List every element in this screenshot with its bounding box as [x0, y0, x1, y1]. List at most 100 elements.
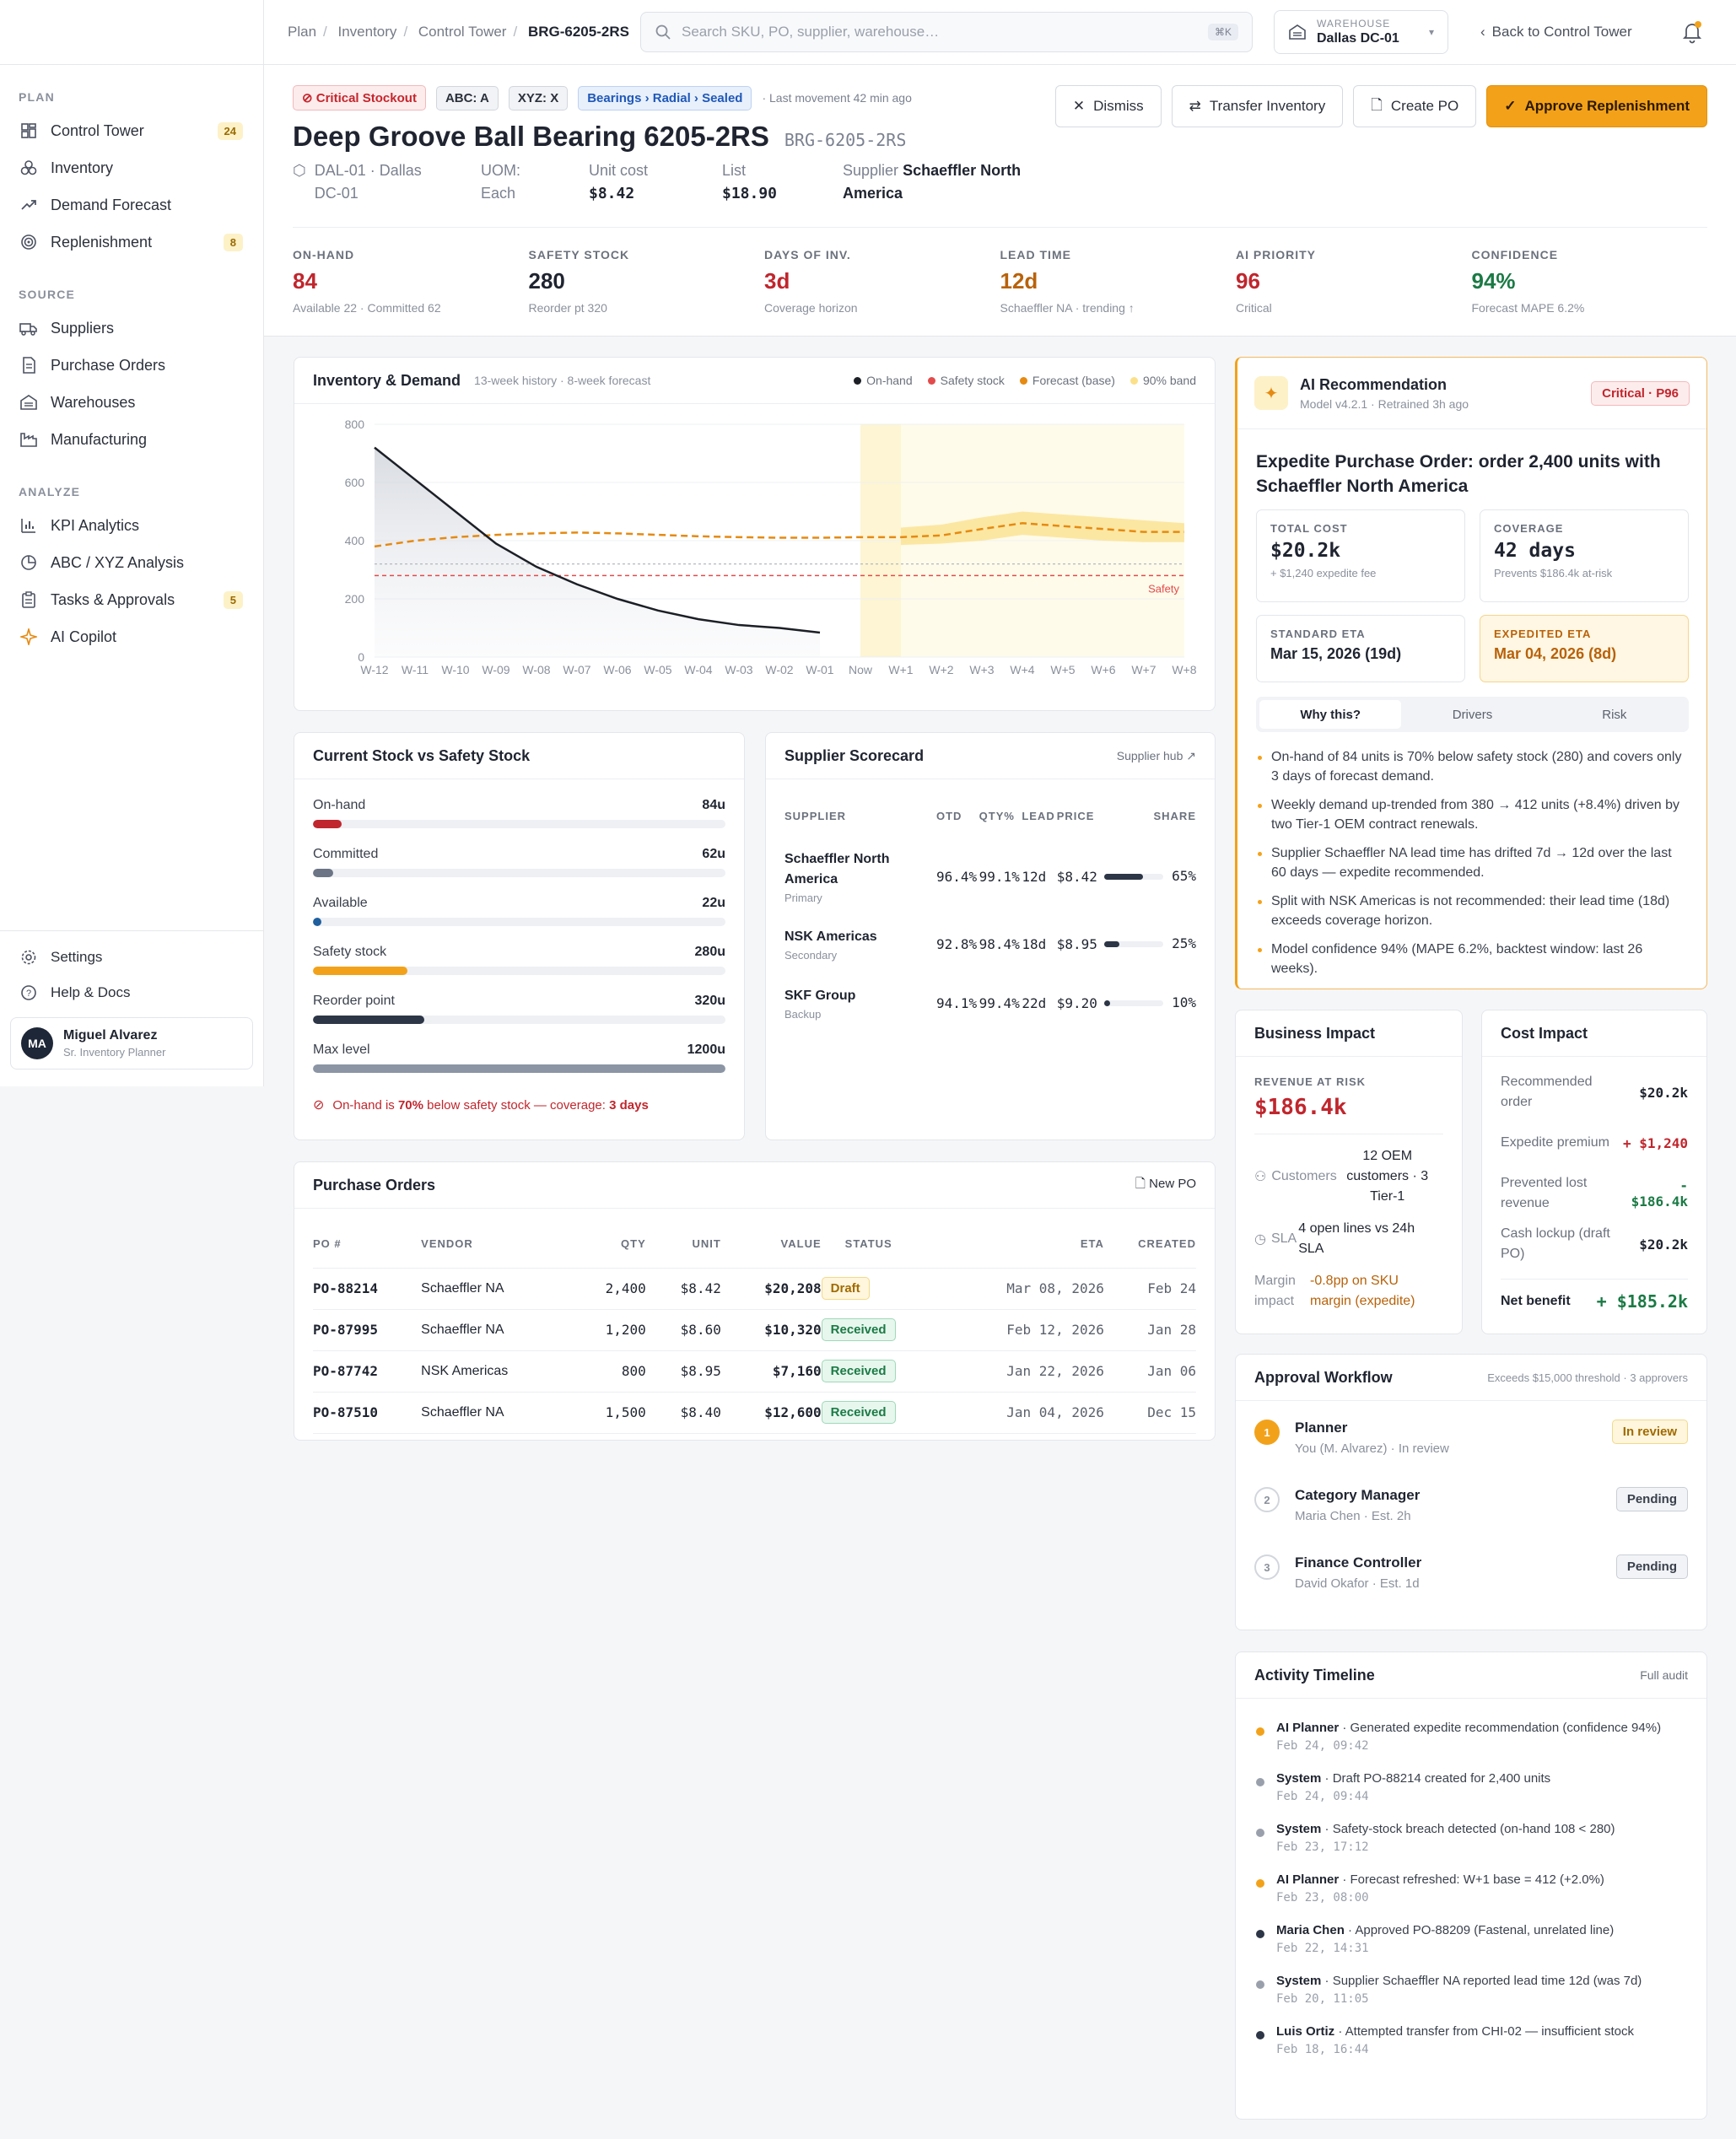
timeline-dot — [1256, 1980, 1264, 1989]
dismiss-button[interactable]: ✕ Dismiss — [1054, 85, 1162, 127]
model-info: Model v4.2.1 · Retrained 3h ago — [1300, 396, 1469, 411]
share-bar — [1104, 1000, 1164, 1007]
warehouse-value: Dallas DC-01 — [1317, 31, 1399, 46]
trend-icon — [19, 195, 39, 215]
sparkle-icon: ✦ — [1254, 376, 1288, 410]
supplier-hub-link[interactable]: Supplier hub ↗ — [1116, 748, 1196, 762]
breadcrumb-inventory[interactable]: Inventory — [337, 24, 397, 40]
sidebar-item-label: ABC / XYZ Analysis — [51, 553, 185, 571]
alert-icon: ⊘ — [302, 91, 316, 105]
sidebar-item-inventory[interactable]: Inventory — [0, 149, 263, 186]
x-tick-label: W+4 — [1010, 663, 1034, 676]
timeline-dot — [1256, 1930, 1264, 1938]
timeline-item: System · Supplier Schaeffler NA reported… — [1236, 1972, 1706, 2006]
sidebar-item-ai-copilot[interactable]: AI Copilot — [0, 618, 263, 655]
sidebar-item-label: Warehouses — [51, 393, 136, 411]
back-to-control-tower-link[interactable]: ‹ Back to Control Tower — [1480, 24, 1632, 40]
item-header: ⊘ Critical Stockout ABC: A XYZ: X Bearin… — [264, 65, 1736, 337]
table-row[interactable]: PO-88214 Schaeffler NA 2,400 $8.42 $20,208 Dr… — [313, 1268, 1196, 1309]
x-tick-label: W+8 — [1172, 663, 1196, 676]
kpi-confidence: CONFIDENCE 94% Forecast MAPE 6.2% — [1471, 248, 1585, 315]
sidebar-section-analyze: ANALYZE — [19, 485, 81, 498]
bell-icon[interactable] — [1681, 20, 1703, 48]
sidebar-item-help[interactable]: ? Help & Docs — [0, 975, 263, 1010]
stock-bar-reorder-point: Reorder point 320u — [313, 975, 725, 1024]
full-audit-link[interactable]: Full audit — [1640, 1668, 1688, 1682]
transfer-inventory-button[interactable]: ⇄ Transfer Inventory — [1171, 85, 1344, 127]
target-icon — [19, 232, 39, 252]
step-number: 3 — [1254, 1554, 1280, 1580]
reason-bullet: Supplier Schaeffler NA lead time has dri… — [1256, 843, 1688, 882]
approval-subtitle: Exceeds $15,000 threshold · 3 approvers — [1487, 1371, 1688, 1384]
supplier-row[interactable]: SKF Group Backup 94.1% 99.4% 22d $9.20 10% — [784, 973, 1196, 1032]
step-status-badge: Pending — [1615, 1554, 1688, 1579]
coverage-box: COVERAGE 42 days Prevents $186.4k at-risk — [1480, 509, 1689, 602]
col-header: VALUE — [780, 1237, 822, 1251]
sidebar-item-label: Tasks & Approvals — [51, 590, 175, 608]
reason-bullet: Model confidence 94% (MAPE 6.2%, backtes… — [1256, 940, 1688, 978]
breadcrumb-control-tower[interactable]: Control Tower — [418, 24, 507, 40]
cost-row: Expedite premium + $1,240 — [1501, 1134, 1688, 1151]
status-badge: Received — [821, 1400, 896, 1424]
tab-risk[interactable]: Risk — [1602, 707, 1627, 722]
supplier-name: SKF Group — [784, 988, 856, 1003]
tab-why-this[interactable]: Why this? — [1259, 700, 1402, 729]
supplier-role: Primary — [784, 891, 822, 904]
approval-step: 3 Finance Controller David Okafor · Est. 1… — [1254, 1551, 1688, 1619]
supplier-row[interactable]: Schaeffler North America Primary 96.4% 99.1… — [784, 838, 1196, 914]
sidebar-item-tasks-approvals[interactable]: Tasks & Approvals 5 — [0, 581, 263, 618]
stock-bar-safety-stock: Safety stock 280u — [313, 926, 725, 975]
card-title: Current Stock vs Safety Stock — [313, 746, 531, 764]
document-icon — [19, 355, 39, 375]
last-movement: · Last movement 42 min ago — [762, 91, 912, 105]
user-profile[interactable]: MA Miguel Alvarez Sr. Inventory Planner — [10, 1017, 253, 1070]
supplier-table: SUPPLIER OTD QTY% LEAD PRICE SHARE Schaeffler … — [784, 779, 1196, 1032]
cost-impact-card: Cost Impact Recommended order $20.2k Exped… — [1481, 1010, 1707, 1334]
category-tag[interactable]: Bearings › Radial › Sealed — [578, 85, 752, 110]
approve-replenishment-button[interactable]: ✓ Approve Replenishment — [1486, 85, 1707, 127]
x-tick-label: W-03 — [725, 663, 752, 676]
approval-step: 2 Category Manager Maria Chen · Est. 2h Pen… — [1254, 1484, 1688, 1551]
legend-on-hand: On-hand — [854, 374, 913, 387]
table-row[interactable]: PO-87995 Schaeffler NA 1,200 $8.60 $10,320 Re… — [313, 1309, 1196, 1350]
sidebar-item-manufacturing[interactable]: Manufacturing — [0, 421, 263, 458]
sidebar-item-suppliers[interactable]: Suppliers — [0, 310, 263, 347]
ai-recommendation-card: ✦ AI Recommendation Model v4.2.1 · Retra… — [1235, 357, 1707, 989]
abc-tag: ABC: A — [435, 85, 499, 110]
sidebar-item-kpi-analytics[interactable]: KPI Analytics — [0, 507, 263, 544]
transfer-icon: ⇄ — [1189, 98, 1201, 114]
breadcrumb-plan[interactable]: Plan — [288, 24, 317, 40]
chart-legend: On-hand Safety stock Forecast (base) 90%… — [854, 374, 1196, 387]
sidebar-item-control-tower[interactable]: Control Tower 24 — [0, 112, 263, 149]
factory-icon — [19, 429, 39, 450]
create-po-button[interactable]: 🗋 Create PO — [1353, 85, 1477, 127]
col-header: PO # — [313, 1237, 342, 1251]
sidebar-item-abc-xyz-analysis[interactable]: ABC / XYZ Analysis — [0, 544, 263, 581]
step-status-badge: Pending — [1615, 1487, 1688, 1511]
sidebar-item-purchase-orders[interactable]: Purchase Orders — [0, 347, 263, 384]
supplier-row[interactable]: NSK Americas Secondary 92.8% 98.4% 18d $8.95 2… — [784, 914, 1196, 973]
svg-text:?: ? — [26, 989, 31, 999]
ai-tabs: Why this? Drivers Risk — [1256, 697, 1689, 732]
x-tick-label: W-12 — [360, 663, 388, 676]
x-tick-label: W+1 — [888, 663, 913, 676]
stock-bar-fill — [313, 967, 408, 975]
sidebar-item-warehouses[interactable]: Warehouses — [0, 384, 263, 421]
activity-timeline-card: Activity Timeline Full audit AI Planner … — [1235, 1651, 1707, 2120]
timeline-item: AI Planner · Generated expedite recommen… — [1236, 1719, 1706, 1753]
warehouse-selector[interactable]: WAREHOUSE Dallas DC-01 ▾ — [1274, 10, 1448, 54]
table-row[interactable]: PO-87510 Schaeffler NA 1,500 $8.40 $12,600 Re… — [313, 1392, 1196, 1433]
x-tick-label: W+5 — [1050, 663, 1075, 676]
sidebar-item-demand-forecast[interactable]: Demand Forecast — [0, 186, 263, 224]
tab-drivers[interactable]: Drivers — [1452, 707, 1493, 722]
kpi-safety-stock: SAFETY STOCK 280 Reorder pt 320 — [528, 248, 630, 315]
sidebar-item-label: Suppliers — [51, 319, 115, 337]
step-role: Planner — [1295, 1420, 1348, 1436]
sidebar-item-settings[interactable]: Settings — [0, 940, 263, 975]
timeline-dot — [1256, 2031, 1264, 2039]
sidebar-item-replenishment[interactable]: Replenishment 8 — [0, 224, 263, 261]
table-row[interactable]: PO-87742 NSK Americas 800 $8.95 $7,160 Receiv… — [313, 1350, 1196, 1392]
sidebar: PLAN Control Tower 24 Inventory Demand Fore… — [0, 0, 264, 1086]
new-po-button[interactable]: 🗋 New PO — [1135, 1176, 1196, 1191]
search-input[interactable]: Search SKU, PO, supplier, warehouse… ⌘K — [640, 12, 1253, 52]
